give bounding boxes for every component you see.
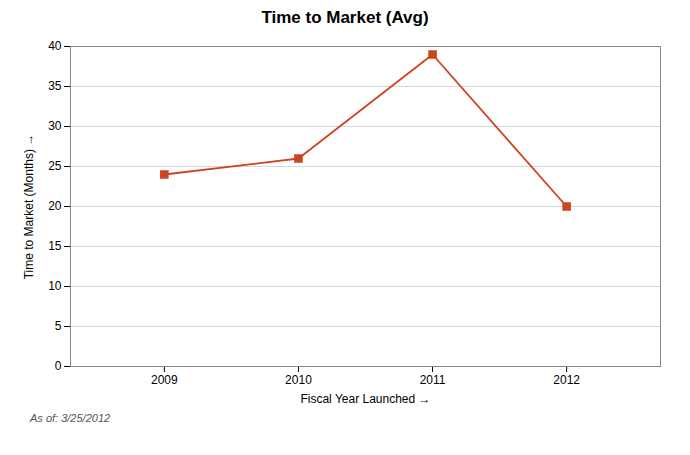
svg-text:40: 40 [48, 39, 62, 53]
html-text:Time to Market (Avg): Time to Market (Avg) [261, 8, 429, 27]
svg-text:2011: 2011 [420, 373, 446, 387]
svg-text:2009: 2009 [151, 373, 178, 387]
svg-text:30: 30 [48, 119, 62, 133]
svg-text:Fiscal Year Launched →: Fiscal Year Launched → [300, 392, 430, 406]
svg-text:2012: 2012 [553, 373, 580, 387]
svg-text:0: 0 [55, 359, 62, 373]
svg-text:35: 35 [48, 79, 62, 93]
svg-text:5: 5 [55, 319, 62, 333]
svg-text:10: 10 [48, 279, 62, 293]
svg-text:25: 25 [48, 159, 62, 173]
html-text:As of: 3/25/2012: As of: 3/25/2012 [30, 412, 111, 424]
svg-text:Time to Market (Months) →: Time to Market (Months) → [22, 134, 36, 280]
svg-text:15: 15 [48, 239, 62, 253]
svg-text:2010: 2010 [285, 373, 312, 387]
svg-text:20: 20 [48, 199, 62, 213]
